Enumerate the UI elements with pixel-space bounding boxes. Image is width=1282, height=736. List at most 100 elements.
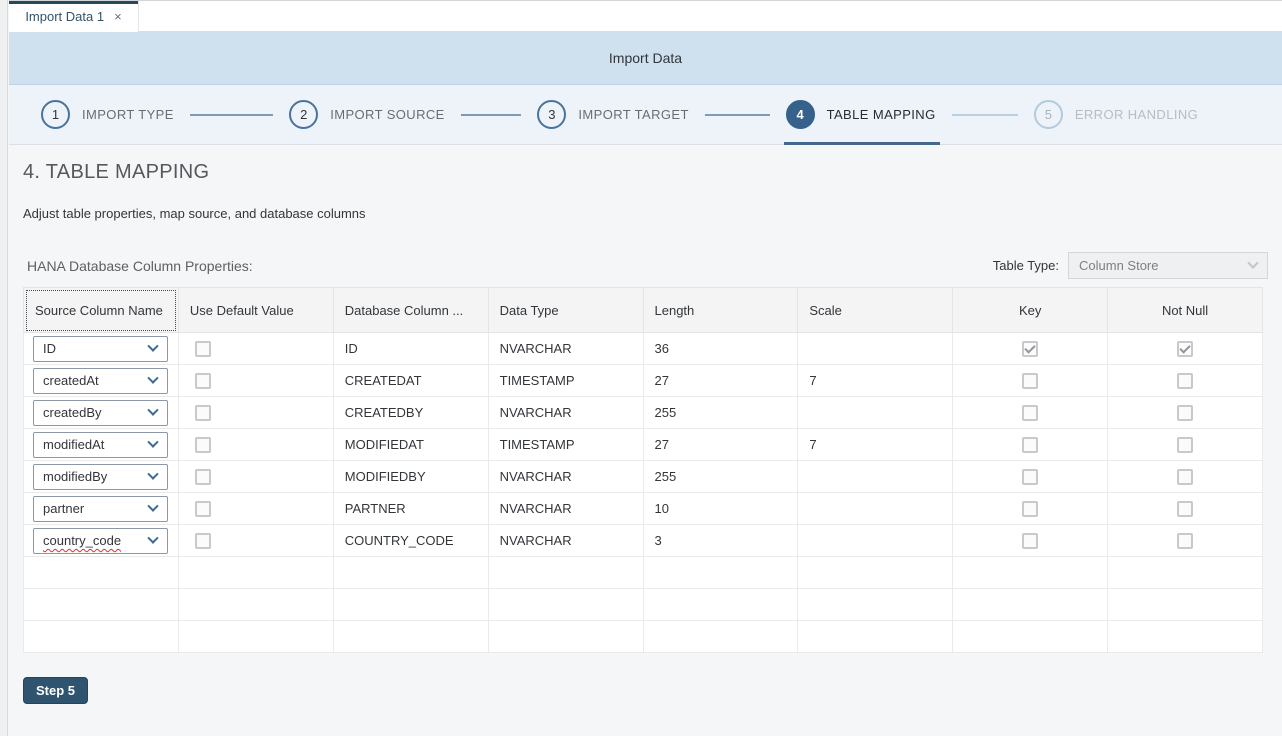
- source-column-select[interactable]: createdAt: [33, 367, 168, 394]
- table-type-group: Table Type: Column Store: [993, 252, 1268, 279]
- step-number-badge: 4: [785, 100, 815, 129]
- table-row: createdAt CREATEDAT TIMESTAMP 27 7: [23, 364, 1263, 397]
- app-window: Import Data 1 × Import Data 1 IMPORT TYP…: [9, 0, 1282, 704]
- chevron-down-icon: [147, 468, 159, 480]
- not-null-checkbox[interactable]: [1177, 372, 1194, 389]
- scale-cell: [797, 524, 954, 557]
- wizard-step-import-source[interactable]: 2 IMPORT SOURCE: [289, 100, 537, 129]
- length-cell: 3: [642, 524, 799, 557]
- col-header-data-type[interactable]: Data Type: [487, 287, 644, 333]
- data-type-cell: NVARCHAR: [487, 332, 644, 365]
- empty-cell: [332, 556, 489, 589]
- db-column-cell: CREATEDBY: [332, 396, 489, 429]
- not-null-checkbox[interactable]: [1177, 436, 1194, 453]
- source-column-select[interactable]: country_code: [33, 527, 168, 554]
- use-default-checkbox[interactable]: [194, 500, 211, 517]
- not-null-checkbox[interactable]: [1177, 500, 1194, 517]
- empty-cell: [177, 588, 334, 621]
- dialog-title: Import Data: [608, 49, 683, 66]
- step-5-button[interactable]: Step 5: [23, 677, 89, 704]
- col-header-use-default-value[interactable]: Use Default Value: [177, 287, 334, 333]
- source-column-select[interactable]: createdBy: [33, 399, 168, 426]
- scale-cell: 7: [797, 428, 954, 461]
- empty-cell: [23, 556, 179, 589]
- col-header-scale[interactable]: Scale: [797, 287, 954, 333]
- not-null-checkbox[interactable]: [1177, 340, 1194, 357]
- data-type-cell: TIMESTAMP: [487, 364, 644, 397]
- db-column-cell: MODIFIEDAT: [332, 428, 489, 461]
- table-header-row: Source Column Name Use Default Value Dat…: [23, 287, 1263, 333]
- table-type-label: Table Type:: [992, 258, 1059, 273]
- col-header-not-null[interactable]: Not Null: [1107, 287, 1263, 333]
- chevron-down-icon: [147, 404, 159, 416]
- table-row-empty: [23, 588, 1263, 621]
- table-type-select: Column Store: [1068, 252, 1268, 279]
- step-label: TABLE MAPPING: [826, 107, 936, 122]
- properties-label: HANA Database Column Properties:: [27, 257, 253, 274]
- scale-cell: [797, 492, 954, 525]
- properties-toolbar: HANA Database Column Properties: Table T…: [23, 252, 1268, 279]
- source-column-select[interactable]: modifiedAt: [33, 431, 168, 458]
- key-checkbox[interactable]: [1022, 340, 1039, 357]
- empty-cell: [487, 588, 644, 621]
- use-default-checkbox[interactable]: [194, 340, 211, 357]
- step-number-badge: 3: [537, 100, 567, 129]
- close-icon[interactable]: ×: [114, 9, 122, 24]
- length-cell: 10: [642, 492, 799, 525]
- not-null-checkbox[interactable]: [1177, 532, 1194, 549]
- empty-cell: [177, 620, 334, 653]
- source-column-select[interactable]: modifiedBy: [33, 463, 168, 490]
- empty-cell: [797, 620, 954, 653]
- wizard-step-table-mapping[interactable]: 4 TABLE MAPPING: [785, 100, 1034, 129]
- not-null-checkbox[interactable]: [1177, 404, 1194, 421]
- empty-cell: [952, 588, 1109, 621]
- use-default-checkbox[interactable]: [194, 532, 211, 549]
- page-title: 4. TABLE MAPPING: [23, 161, 210, 183]
- col-header-length[interactable]: Length: [642, 287, 799, 333]
- use-default-checkbox[interactable]: [194, 372, 211, 389]
- db-column-cell: PARTNER: [332, 492, 489, 525]
- not-null-checkbox[interactable]: [1177, 468, 1194, 485]
- key-checkbox[interactable]: [1022, 468, 1039, 485]
- use-default-checkbox[interactable]: [194, 436, 211, 453]
- source-column-select[interactable]: partner: [33, 495, 168, 522]
- table-row: partner PARTNER NVARCHAR 10: [23, 492, 1263, 525]
- table-row-empty: [23, 620, 1263, 653]
- tab-import-data-1[interactable]: Import Data 1 ×: [9, 1, 139, 32]
- table-row-empty: [23, 556, 1263, 589]
- empty-cell: [797, 588, 954, 621]
- empty-cell: [1107, 556, 1263, 589]
- empty-cell: [332, 588, 489, 621]
- scale-cell: 7: [797, 364, 954, 397]
- key-checkbox[interactable]: [1022, 372, 1039, 389]
- key-checkbox[interactable]: [1022, 532, 1039, 549]
- col-header-key[interactable]: Key: [952, 287, 1109, 333]
- left-gutter: [0, 0, 8, 736]
- source-column-value: modifiedAt: [43, 437, 105, 452]
- key-checkbox[interactable]: [1022, 500, 1039, 517]
- source-column-value: createdAt: [43, 373, 99, 388]
- use-default-checkbox[interactable]: [194, 404, 211, 421]
- table-type-value: Column Store: [1079, 258, 1159, 273]
- active-step-underline: [784, 142, 940, 145]
- col-header-database-column[interactable]: Database Column ...: [332, 287, 489, 333]
- length-cell: 255: [642, 460, 799, 493]
- scale-cell: [797, 396, 954, 429]
- use-default-checkbox[interactable]: [194, 468, 211, 485]
- empty-cell: [642, 556, 799, 589]
- empty-cell: [952, 620, 1109, 653]
- source-column-select[interactable]: ID: [33, 335, 168, 362]
- empty-cell: [1107, 620, 1263, 653]
- col-header-source-column-name[interactable]: Source Column Name: [23, 287, 179, 333]
- chevron-down-icon: [147, 532, 159, 544]
- data-type-cell: NVARCHAR: [487, 460, 644, 493]
- table-row: modifiedBy MODIFIEDBY NVARCHAR 255: [23, 460, 1263, 493]
- empty-cell: [642, 588, 799, 621]
- key-checkbox[interactable]: [1022, 436, 1039, 453]
- step-connector: [460, 113, 522, 116]
- empty-cell: [1107, 588, 1263, 621]
- wizard-step-import-type[interactable]: 1 IMPORT TYPE: [41, 100, 289, 129]
- key-checkbox[interactable]: [1022, 404, 1039, 421]
- wizard-step-import-target[interactable]: 3 IMPORT TARGET: [537, 100, 785, 129]
- empty-cell: [797, 556, 954, 589]
